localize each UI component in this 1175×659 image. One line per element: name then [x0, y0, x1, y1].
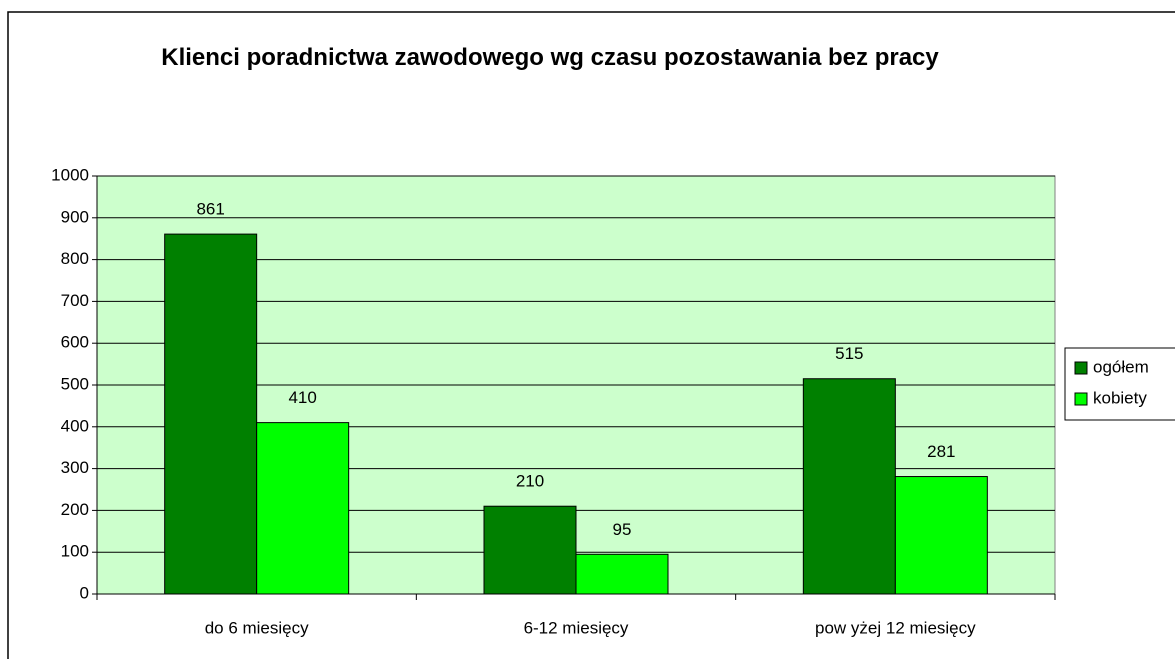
x-tick-label: do 6 miesięcy — [205, 618, 309, 637]
legend-swatch — [1074, 392, 1088, 406]
bar — [256, 422, 350, 595]
x-tick-label: pow yżej 12 miesięcy — [815, 618, 976, 637]
x-tick-label: 6-12 miesięcy — [524, 618, 629, 637]
chart-title: Klienci poradnictwa zawodowego wg czasu … — [161, 44, 939, 71]
y-tick-label: 600 — [61, 333, 89, 352]
bar — [164, 233, 258, 595]
y-tick-label: 1000 — [51, 165, 89, 184]
y-tick-label: 800 — [61, 249, 89, 268]
legend-label: kobiety — [1093, 388, 1147, 407]
bar — [802, 378, 896, 595]
y-tick-label: 900 — [61, 207, 89, 226]
data-label: 515 — [835, 344, 863, 363]
data-label: 281 — [927, 442, 955, 461]
data-label: 210 — [516, 472, 544, 491]
data-label: 410 — [288, 388, 316, 407]
data-label: 95 — [613, 520, 632, 539]
y-tick-label: 200 — [61, 500, 89, 519]
bar — [483, 505, 577, 595]
y-tick-label: 0 — [80, 583, 89, 602]
data-label: 861 — [196, 200, 224, 219]
bar — [575, 553, 669, 595]
legend-box — [1064, 347, 1175, 421]
legend-label: ogółem — [1093, 357, 1149, 376]
bar — [894, 476, 988, 595]
y-tick-label: 700 — [61, 291, 89, 310]
y-tick-label: 400 — [61, 416, 89, 435]
y-tick-label: 300 — [61, 458, 89, 477]
y-tick-label: 500 — [61, 374, 89, 393]
y-tick-label: 100 — [61, 542, 89, 561]
legend-swatch — [1074, 361, 1088, 375]
